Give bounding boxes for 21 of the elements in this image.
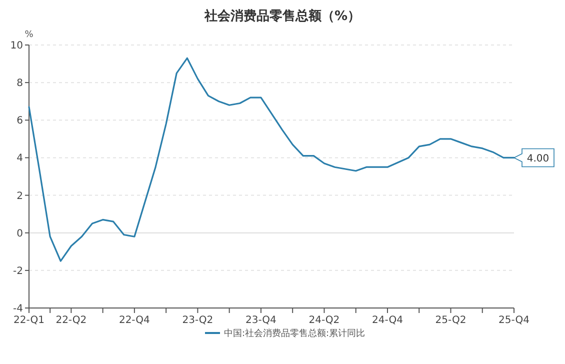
y-axis-title: % (24, 30, 34, 40)
y-tick-label: 2 (16, 190, 23, 202)
x-tick-label: 24-Q2 (308, 315, 340, 326)
x-tick-label: 25-Q2 (435, 315, 466, 326)
y-tick-label: -4 (13, 304, 23, 314)
x-tick-label: 24-Q4 (372, 315, 403, 326)
chart-title: 社会消费品零售总额（%） (203, 8, 361, 24)
y-tick-label: 0 (16, 228, 23, 240)
y-tick-label: -2 (13, 266, 23, 277)
x-tick-label: 23-Q2 (182, 315, 214, 326)
y-tick-label: 10 (10, 40, 23, 52)
x-tick-label: 22-Q1 (14, 315, 44, 326)
x-tick-label: 25-Q4 (498, 315, 530, 326)
x-tick-label: 22-Q2 (56, 315, 87, 326)
legend-label: 中国:社会消费品零售总额:累计同比 (224, 328, 366, 339)
x-tick-label: 22-Q4 (118, 315, 150, 326)
y-tick-label: 8 (16, 78, 23, 90)
x-tick-label: 23-Q4 (245, 315, 276, 326)
data-label: 4.00 (526, 154, 550, 165)
y-tick-label: 4 (16, 153, 23, 164)
y-tick-label: 6 (16, 116, 23, 127)
